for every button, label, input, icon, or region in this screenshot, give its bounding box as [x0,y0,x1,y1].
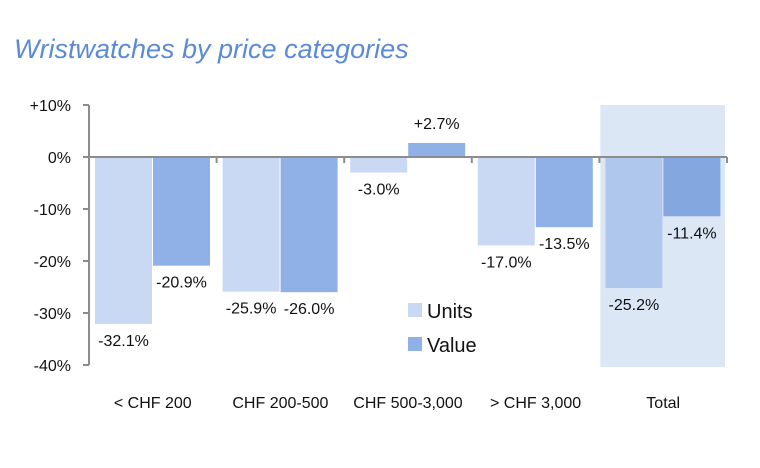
legend-swatch-units [408,303,422,317]
data-label: -32.1% [98,333,149,350]
x-tick-label: Total [646,395,680,412]
x-tick-label: CHF 200-500 [232,395,328,412]
legend-label-value: Value [427,335,477,357]
data-label: -3.0% [358,182,400,199]
bar-units [350,157,408,173]
data-label: -26.0% [284,301,335,318]
y-tick-label: -30% [34,306,71,323]
bar-value [663,157,721,217]
bar-value [408,142,466,157]
x-tick-label: < CHF 200 [114,395,192,412]
y-tick-label: -40% [34,358,71,375]
bar-value [153,157,210,266]
data-label: -11.4% [667,225,717,242]
chart-title: Wristwatches by price categories [14,34,409,64]
y-tick-label: +10% [30,98,71,115]
data-label: +2.7% [414,116,460,133]
x-tick-label: > CHF 3,000 [490,395,581,412]
y-tick-label: 0% [48,150,71,167]
bar-value [280,157,338,293]
legend-swatch-value [408,337,422,351]
legend-label-units: Units [427,301,473,323]
bar-units [605,157,663,289]
data-label: -25.9% [226,301,277,318]
bar-units [95,157,152,324]
data-label: -25.2% [609,297,660,314]
x-tick-label: CHF 500-3,000 [353,395,462,412]
data-label: -17.0% [481,254,532,271]
y-tick-label: -20% [34,254,71,271]
data-label: -20.9% [156,275,207,292]
bar-value [535,157,593,228]
bar-units [477,157,535,246]
y-tick-label: -10% [34,202,71,219]
bar-units [222,157,280,292]
data-label: -13.5% [539,236,590,253]
